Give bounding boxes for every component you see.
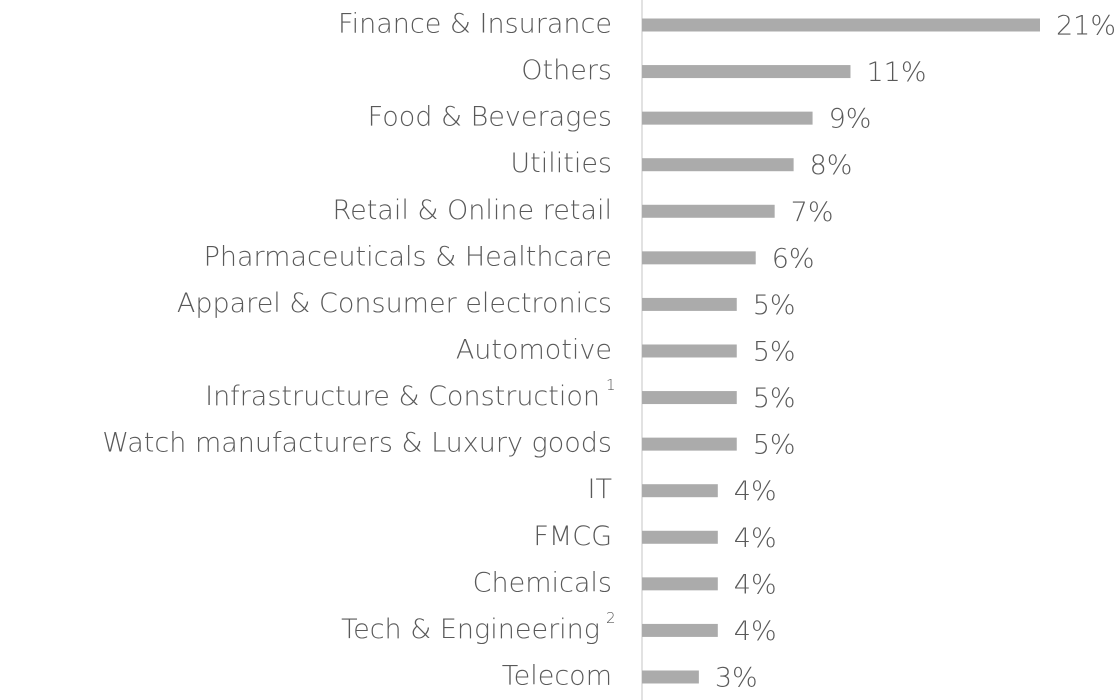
category-label: Chemicals xyxy=(473,567,612,598)
value-label: 4% xyxy=(734,476,777,507)
bar xyxy=(642,623,718,637)
value-label: 5% xyxy=(753,383,796,414)
category-label: Finance & Insurance xyxy=(338,9,612,40)
footnote-mark: 1 xyxy=(606,376,616,394)
bar xyxy=(642,111,813,125)
category-label: Watch manufacturers & Luxury goods xyxy=(102,428,612,459)
value-label: 9% xyxy=(829,104,872,135)
category-label: Retail & Online retail xyxy=(333,195,612,226)
bar xyxy=(642,670,699,684)
bar xyxy=(642,577,718,591)
category-label: IT xyxy=(588,474,612,505)
value-label: 8% xyxy=(810,150,853,181)
category-label: Infrastructure & Construction xyxy=(205,381,600,412)
bar xyxy=(642,437,737,451)
bar xyxy=(642,391,737,405)
value-label: 3% xyxy=(715,662,758,693)
bar xyxy=(642,251,756,265)
category-label: Tech & Engineering xyxy=(341,614,600,645)
category-label: Apparel & Consumer electronics xyxy=(177,288,612,319)
category-label: FMCG xyxy=(533,521,612,552)
value-label: 21% xyxy=(1056,11,1114,42)
value-label: 5% xyxy=(753,336,796,367)
value-label: 11% xyxy=(866,57,926,88)
bar xyxy=(642,297,737,311)
bar xyxy=(642,484,718,498)
bar xyxy=(642,530,718,544)
bar xyxy=(642,344,737,358)
value-label: 6% xyxy=(772,243,815,274)
category-label: Food & Beverages xyxy=(368,102,612,133)
category-label: Utilities xyxy=(510,148,612,179)
value-label: 5% xyxy=(753,290,796,321)
category-label: Pharmaceuticals & Healthcare xyxy=(204,241,612,272)
bar xyxy=(642,18,1040,32)
category-label: Others xyxy=(521,55,612,86)
value-label: 4% xyxy=(734,523,777,554)
bar xyxy=(642,65,851,79)
value-label: 5% xyxy=(753,430,796,461)
value-label: 4% xyxy=(734,569,777,600)
bar xyxy=(642,204,775,218)
value-label: 4% xyxy=(734,616,777,647)
category-label: Automotive xyxy=(456,334,612,365)
category-label: Telecom xyxy=(502,660,612,691)
value-label: 7% xyxy=(791,197,834,228)
bar xyxy=(642,158,794,172)
footnote-mark: 2 xyxy=(606,609,616,627)
